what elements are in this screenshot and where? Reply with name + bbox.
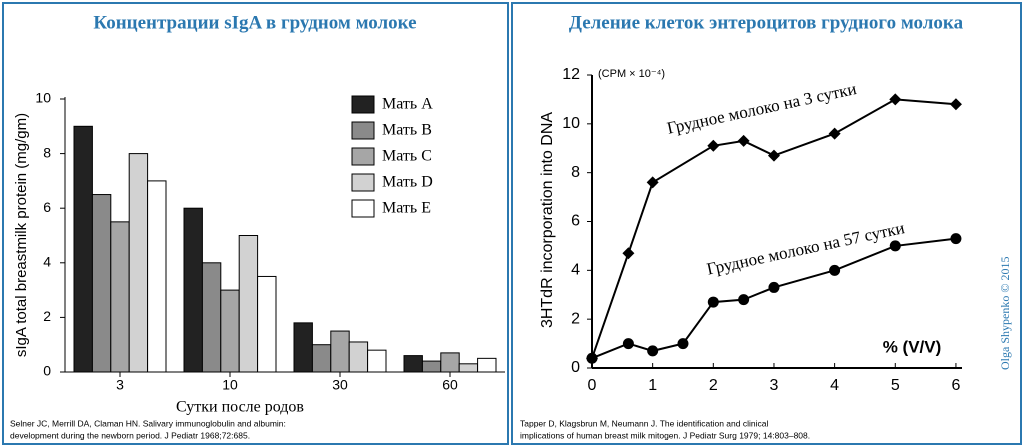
x-tick-label: 3: [116, 377, 124, 393]
y-tick-label: 12: [562, 66, 580, 83]
y-unit: (CPM × 10⁻⁴): [598, 68, 665, 80]
legend-label: Мать E: [382, 200, 431, 217]
marker: [738, 294, 750, 306]
bar: [110, 221, 130, 373]
left-panel: [2, 2, 509, 445]
bar: [238, 235, 259, 373]
chart-title: Деление клеток энтероцитов грудного моло…: [569, 12, 964, 33]
bar: [348, 341, 369, 373]
x-tick-label: 2: [709, 377, 718, 394]
bar: [183, 207, 203, 373]
right-panel: [511, 2, 1022, 445]
bar: [128, 153, 149, 373]
marker: [889, 93, 902, 106]
marker: [768, 281, 780, 293]
y-tick-label: 6: [43, 199, 51, 215]
bar: [293, 322, 313, 373]
x-tick-label: 30: [332, 377, 348, 393]
marker: [622, 338, 634, 350]
bar: [330, 330, 350, 373]
marker: [707, 139, 720, 152]
bar: [201, 262, 222, 373]
marker: [949, 98, 962, 111]
marker: [707, 296, 719, 308]
y-tick-label: 0: [43, 363, 51, 379]
legend-swatch: [351, 147, 375, 166]
y-tick-label: 8: [571, 164, 580, 181]
legend-swatch: [351, 199, 375, 218]
series-label: Грудное молоко на 3 сутки: [665, 79, 858, 138]
legend-label: Мать A: [382, 96, 433, 113]
legend-swatch: [351, 173, 375, 192]
marker: [767, 149, 780, 162]
x-tick-label: 60: [442, 377, 458, 393]
marker: [737, 134, 750, 147]
y-tick-label: 8: [43, 144, 51, 160]
source-note: implications of human breast milk mitoge…: [520, 430, 810, 440]
y-tick-label: 2: [43, 308, 51, 324]
x-tick-label: 5: [891, 377, 900, 394]
legend-swatch: [351, 121, 375, 140]
bar: [147, 180, 167, 373]
bar: [311, 344, 332, 373]
bar: [477, 357, 497, 373]
x-tick-label: 6: [951, 377, 960, 394]
y-tick-label: 4: [571, 262, 580, 279]
y-tick-label: 10: [562, 115, 580, 132]
y-tick-label: 0: [571, 359, 580, 376]
marker: [646, 176, 659, 189]
x-tick-label: 4: [830, 377, 839, 394]
x-tick-label: 0: [588, 377, 597, 394]
marker: [586, 352, 598, 364]
y-axis-label: 3HTdR incorporation into DNA: [539, 112, 556, 328]
x-axis-label: Сутки после родов: [176, 399, 304, 416]
y-tick-label: 2: [571, 310, 580, 327]
y-tick-label: 4: [43, 254, 51, 270]
x-tick-label: 10: [222, 377, 238, 393]
bar: [91, 194, 112, 373]
chart-title: Концентрации sIgA в грудном молоке: [93, 12, 416, 33]
source-note: Selner JC, Merrill DA, Claman HN. Saliva…: [10, 418, 286, 428]
marker: [829, 264, 841, 276]
marker: [889, 240, 901, 252]
x-tick-label: 1: [648, 377, 657, 394]
legend-label: Мать B: [382, 122, 432, 139]
y-axis-label: sIgA total breastmilk protein (mg/gm): [13, 113, 30, 357]
x-tick-label: 3: [770, 377, 779, 394]
data-line: [591, 237, 957, 360]
marker: [950, 233, 962, 245]
marker: [622, 247, 635, 260]
y-tick-label: 10: [35, 90, 51, 106]
bar: [421, 360, 442, 373]
legend-label: Мать C: [382, 148, 432, 165]
source-note: development during the newborn period. J…: [10, 430, 250, 440]
bar: [73, 125, 93, 373]
legend-label: Мать D: [382, 174, 433, 191]
bar: [220, 289, 240, 373]
bar: [367, 349, 387, 373]
watermark: Olga Shypenko © 2015: [998, 257, 1012, 370]
series-label: Грудное молоко на 57 сутки: [705, 218, 906, 279]
marker: [828, 127, 841, 140]
source-note: Tapper D, Klagsbrun M, Neumann J. The id…: [520, 418, 768, 428]
legend-swatch: [351, 95, 375, 114]
y-tick-label: 6: [571, 213, 580, 230]
marker: [677, 338, 689, 350]
marker: [647, 345, 659, 357]
bar: [403, 355, 423, 373]
bar: [440, 352, 460, 373]
x-axis-label: % (V/V): [883, 337, 942, 356]
bar: [458, 363, 479, 373]
bar: [257, 275, 277, 373]
